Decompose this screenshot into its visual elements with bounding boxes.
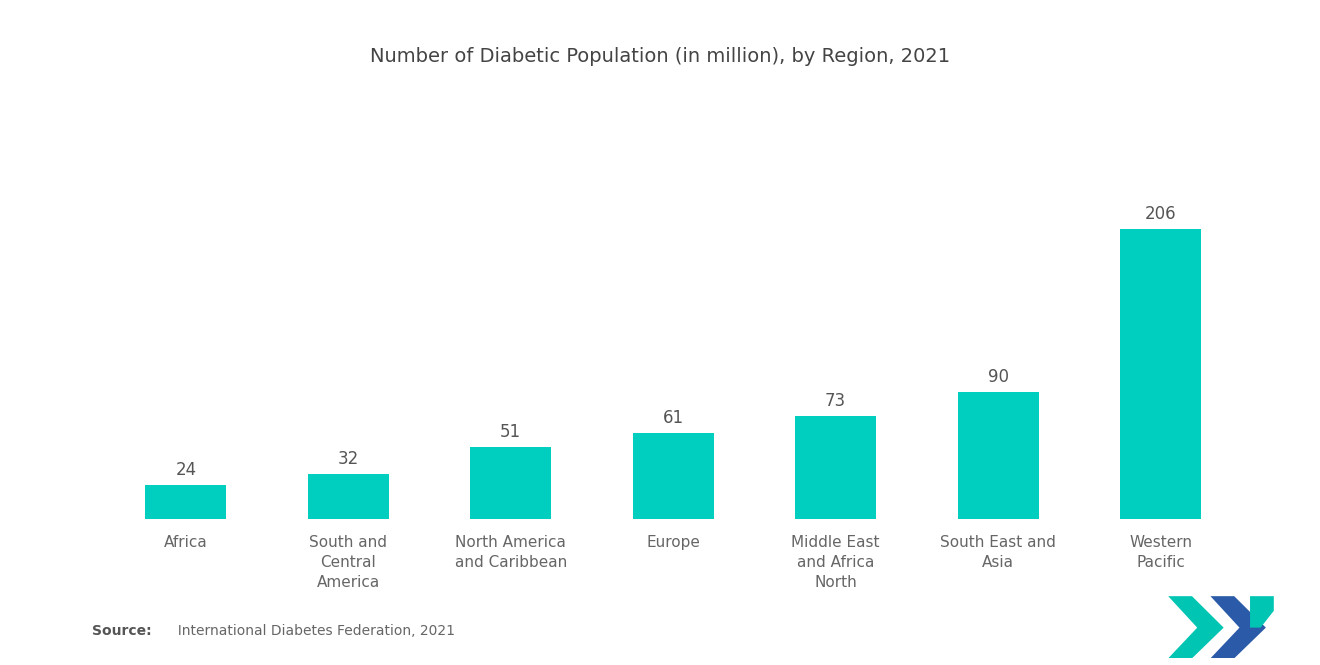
Text: 51: 51 [500,424,521,442]
Bar [470,447,552,519]
Bar [1119,229,1201,519]
Text: 90: 90 [987,368,1008,386]
Text: 206: 206 [1144,205,1176,223]
Bar [308,473,389,519]
Bar [795,416,876,519]
Bar [632,433,714,519]
Text: 73: 73 [825,392,846,410]
Bar [145,485,227,519]
Text: Number of Diabetic Population (in million), by Region, 2021: Number of Diabetic Population (in millio… [370,47,950,66]
Polygon shape [1210,596,1266,658]
Text: 32: 32 [338,450,359,468]
Polygon shape [1168,596,1224,658]
Text: 61: 61 [663,409,684,427]
Bar [957,392,1039,519]
Text: 24: 24 [176,462,197,479]
Text: Source:: Source: [92,624,152,638]
Polygon shape [1250,596,1274,628]
Text: International Diabetes Federation, 2021: International Diabetes Federation, 2021 [169,624,455,638]
